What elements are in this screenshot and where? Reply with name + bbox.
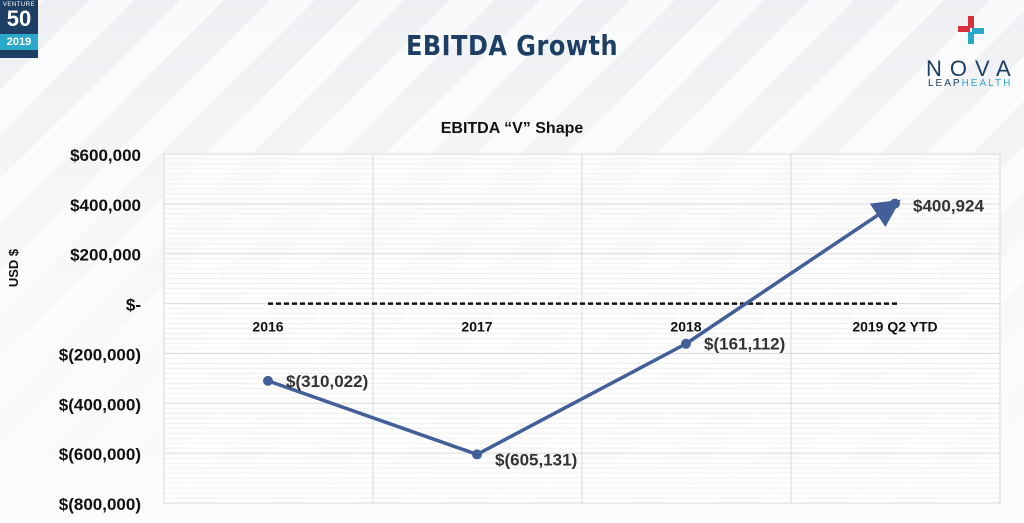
logo-wordmark: NOVA: [926, 56, 1019, 81]
data-point: [890, 198, 900, 209]
data-point: [681, 338, 691, 349]
y-axis-label: USD $: [6, 248, 21, 287]
x-tick-label: 2016: [252, 319, 283, 335]
y-tick-label: $-: [126, 296, 141, 315]
badge-year: 2019: [0, 34, 38, 50]
x-axis-ticks: 2016 2017 2018 2019 Q2 YTD: [252, 319, 937, 335]
y-tick-label: $(800,000): [59, 495, 141, 514]
y-axis-ticks: $600,000 $400,000 $200,000 $- $(200,000) $(40…: [59, 146, 141, 514]
y-tick-label: $200,000: [70, 246, 141, 265]
logo-sub-leap: LEAP: [928, 78, 962, 89]
series-line: [263, 198, 901, 460]
y-tick-label: $(400,000): [59, 395, 141, 414]
y-tick-label: $(600,000): [59, 445, 141, 464]
x-tick-label: 2018: [670, 319, 701, 335]
data-label: $(605,131): [495, 450, 577, 469]
badge-number: 50: [6, 6, 32, 31]
chart-title: EBITDA “V” Shape: [440, 120, 584, 137]
venture50-badge: VENTURE 50 2019: [0, 0, 38, 58]
y-tick-label: $400,000: [70, 196, 141, 215]
y-tick-label: $600,000: [70, 146, 141, 165]
data-label: $(310,022): [286, 372, 368, 391]
y-tick-label: $(200,000): [59, 345, 141, 364]
page-title: EBITDA Growth: [405, 29, 619, 63]
cross-logo-icon: [958, 16, 984, 44]
series-polyline: [267, 199, 901, 457]
logo-subtext: LEAPHEALTH: [928, 78, 1012, 89]
badge-top-text: VENTURE: [2, 2, 36, 8]
x-tick-label: 2017: [461, 319, 492, 335]
chart-grid: [163, 153, 1001, 504]
nova-leaphealth-logo: NOVA LEAPHEALTH: [922, 14, 1022, 89]
data-label: $(161,112): [704, 335, 785, 354]
x-tick-label: 2019 Q2 YTD: [852, 319, 937, 335]
data-label: $400,924: [913, 197, 984, 216]
data-point: [263, 375, 273, 386]
logo-sub-health: HEALTH: [961, 78, 1013, 89]
data-point: [472, 449, 482, 460]
data-labels: $(310,022) $(605,131) $(161,112) $400,924: [286, 197, 984, 470]
